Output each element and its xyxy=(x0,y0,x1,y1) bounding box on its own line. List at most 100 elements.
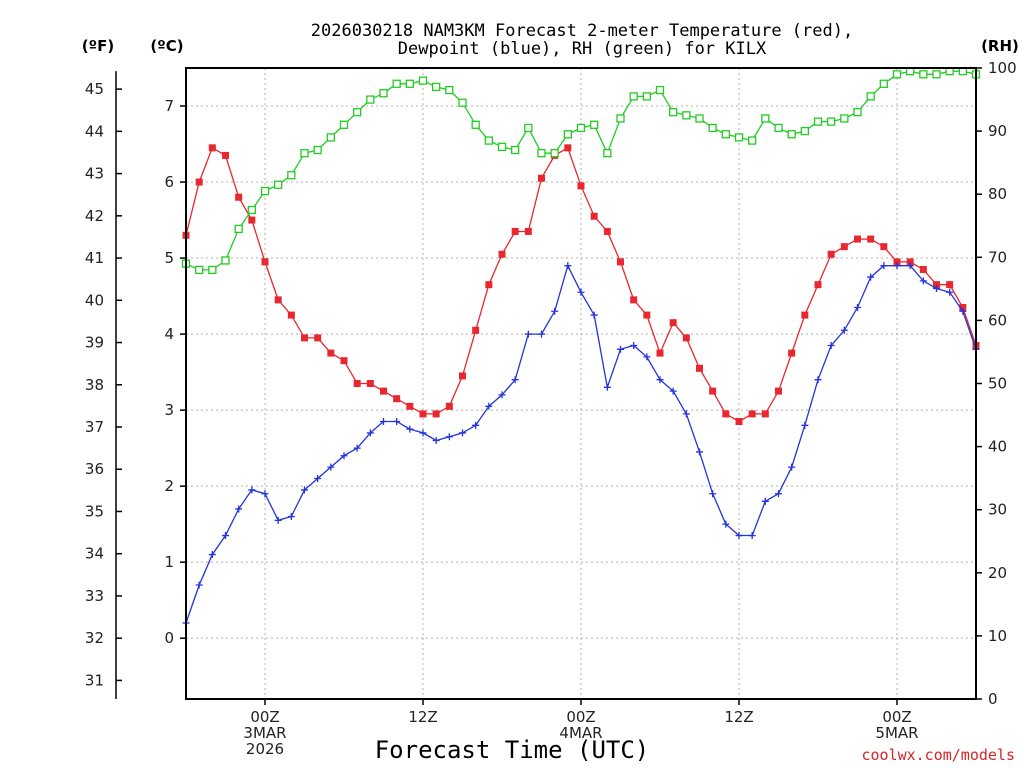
2-meter-temperature-point xyxy=(919,265,927,273)
rh-point xyxy=(326,133,335,142)
grid-lines xyxy=(186,68,976,699)
x-tick-label: 3MAR xyxy=(243,724,286,742)
dewpoint-point xyxy=(261,490,269,498)
rh-point xyxy=(669,108,678,117)
fahrenheit-tick-label: 36 xyxy=(85,460,104,478)
rh-point xyxy=(445,85,454,95)
2-meter-temperature-point xyxy=(459,372,466,380)
dewpoint-point xyxy=(761,497,769,505)
dewpoint-point xyxy=(630,341,638,349)
2-meter-temperature-series xyxy=(182,144,980,426)
rh-point xyxy=(800,126,809,136)
dewpoint-point xyxy=(380,418,387,426)
2-meter-temperature-point xyxy=(788,349,796,357)
dewpoint-point xyxy=(696,448,703,456)
2-meter-temperature-point xyxy=(893,258,901,266)
dewpoint-point xyxy=(735,532,743,540)
2-meter-temperature-point xyxy=(906,258,914,266)
rh-point xyxy=(563,130,572,139)
rh-tick-label: 0 xyxy=(988,690,998,708)
rh-point xyxy=(353,108,362,117)
2-meter-temperature-point xyxy=(327,349,335,357)
dewpoint-point xyxy=(840,326,848,334)
rh-point xyxy=(274,180,283,189)
dewpoint-point xyxy=(445,433,453,441)
rh-point xyxy=(616,114,625,123)
dewpoint-point xyxy=(459,429,466,437)
fahrenheit-tick-label: 38 xyxy=(85,376,104,394)
data-series xyxy=(181,67,981,627)
celsius-tick-label: 0 xyxy=(164,629,174,647)
rh-point xyxy=(432,82,441,92)
rh-point xyxy=(879,79,888,88)
dewpoint-point xyxy=(577,288,585,296)
celsius-tick-label: 1 xyxy=(164,553,174,571)
rh-point xyxy=(313,145,322,155)
axes: 3132333435363738394041424344450123456701… xyxy=(85,59,1017,758)
rh-point xyxy=(734,133,744,142)
2-meter-temperature-point xyxy=(472,326,480,334)
rh-point xyxy=(919,70,928,79)
rh-point xyxy=(629,92,638,101)
2-meter-temperature-point xyxy=(380,387,387,395)
2-meter-temperature-point xyxy=(854,235,861,243)
dewpoint-point xyxy=(248,486,256,494)
dewpoint-point xyxy=(814,376,822,384)
2-meter-temperature-point xyxy=(867,235,875,243)
rh-point xyxy=(260,186,270,196)
dewpoint-point xyxy=(274,516,282,524)
2-meter-temperature-point xyxy=(827,250,835,258)
rh-tick-label: 10 xyxy=(988,627,1007,645)
x-tick-label: 2026 xyxy=(246,740,284,758)
fahrenheit-tick-label: 44 xyxy=(85,122,104,140)
fahrenheit-tick-label: 40 xyxy=(85,291,104,309)
rh-point xyxy=(721,130,730,139)
2-meter-temperature-point xyxy=(722,410,730,418)
dewpoint-point xyxy=(919,277,927,285)
dewpoint-point xyxy=(682,410,690,418)
dewpoint-point xyxy=(406,425,414,433)
x-tick-label: 12Z xyxy=(408,708,437,726)
2-meter-temperature-point xyxy=(274,296,282,304)
rh-point xyxy=(339,120,349,129)
dewpoint-point xyxy=(590,311,598,319)
dewpoint-point xyxy=(893,262,901,270)
dewpoint-point xyxy=(498,391,506,399)
2-meter-temperature-point xyxy=(195,178,203,186)
2-meter-temperature-point xyxy=(933,281,940,289)
2-meter-temperature-point xyxy=(498,250,506,258)
2-meter-temperature-point xyxy=(682,334,690,342)
rh-point xyxy=(195,265,204,275)
dewpoint-point xyxy=(366,429,374,437)
rh-point xyxy=(774,123,783,133)
2-meter-temperature-point xyxy=(393,395,401,403)
rh-point xyxy=(524,123,533,133)
rh-point xyxy=(761,114,770,123)
rh-point xyxy=(853,108,862,117)
dewpoint-point xyxy=(287,513,295,521)
rh-tick-label: 90 xyxy=(988,122,1007,140)
2-meter-temperature-point xyxy=(761,410,769,418)
2-meter-temperature-point xyxy=(511,227,519,235)
fahrenheit-tick-label: 42 xyxy=(85,207,104,225)
x-tick-label: 00Z xyxy=(882,708,911,726)
celsius-tick-label: 7 xyxy=(164,97,174,115)
celsius-tick-label: 3 xyxy=(164,401,174,419)
2-meter-temperature-point xyxy=(814,281,822,289)
rh-point xyxy=(813,117,823,126)
dewpoint-point xyxy=(222,532,229,540)
2-meter-temperature-point xyxy=(603,227,611,235)
dewpoint-point xyxy=(235,505,243,513)
2-meter-temperature-point xyxy=(564,144,572,152)
rh-point xyxy=(840,114,849,123)
fahrenheit-tick-label: 32 xyxy=(85,629,104,647)
rh-point xyxy=(221,256,230,265)
rh-point xyxy=(247,205,256,215)
rh-point xyxy=(418,76,428,85)
source-credit: coolwx.com/models xyxy=(861,746,1015,764)
rh-point xyxy=(932,70,941,79)
dewpoint-point xyxy=(472,421,480,429)
2-meter-temperature-point xyxy=(208,144,216,152)
fahrenheit-unit-label: (ºF) xyxy=(82,37,114,55)
rh-point xyxy=(234,224,243,234)
